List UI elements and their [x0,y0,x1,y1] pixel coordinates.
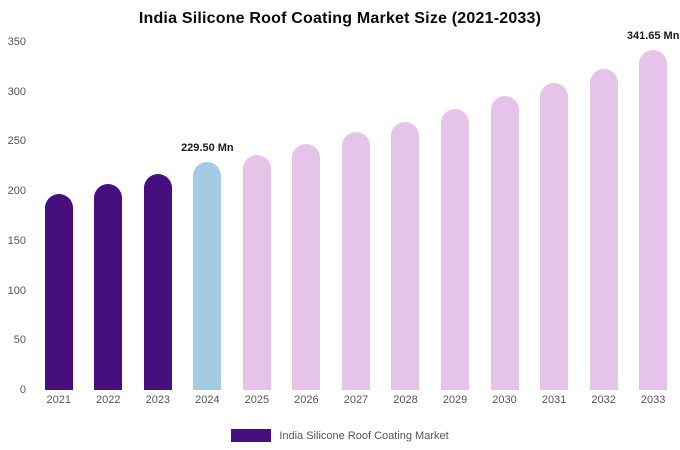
bar-value-label: 341.65 Mn [626,30,680,43]
x-axis-label: 2032 [591,394,616,406]
y-axis: 0 50 100 150 200 250 300 350 [0,36,30,396]
bar-2029 [441,108,470,390]
bar-slot [34,42,84,390]
bar-slot [282,42,332,390]
y-axis-tick-label: 350 [7,36,26,48]
bar-slot [381,42,431,390]
x-axis-label: 2033 [640,394,666,406]
plot-area: 0 50 100 150 200 250 300 350 229.50 Mn 341.65 Mn [0,30,680,396]
bar-slot [529,42,579,390]
y-axis-tick-label: 50 [13,334,26,347]
x-axis-label: 2024 [195,394,220,406]
x-axis-label: 2029 [442,394,468,406]
bar-2030 [490,95,519,390]
x-axis-label: 2021 [46,394,71,406]
bar-2023 [143,174,172,390]
bar-2031 [540,82,569,390]
bar-2032 [589,68,618,390]
legend: India Silicone Roof Coating Market [0,429,680,442]
bar-slot: 229.50 Mn [181,42,234,390]
bar-2033 [639,50,668,390]
x-axis-label: 2023 [145,394,171,406]
bar-value-label: 229.50 Mn [181,141,234,154]
y-axis-tick-label: 0 [19,384,26,396]
bar-2021 [44,194,73,390]
bars-row: 229.50 Mn 341.65 Mn [34,30,679,390]
bar-slot: 341.65 Mn [627,30,679,390]
x-axis-label: 2030 [492,394,517,406]
y-axis-tick-label: 200 [7,185,26,198]
bar-slot [84,42,134,390]
chart-title: India Silicone Roof Coating Market Size … [138,10,542,27]
bar-slot [133,42,183,390]
bar-2025 [242,155,271,390]
x-axis-label: 2028 [393,394,418,406]
y-axis-tick-label: 300 [7,85,26,98]
x-axis-label: 2027 [343,394,369,406]
y-axis-tick-label: 250 [7,135,26,148]
x-axis-label: 2026 [294,394,319,406]
bar-slot [331,42,381,390]
bar-2022 [94,184,123,390]
legend-label: India Silicone Roof Coating Market [279,429,449,442]
bar-2027 [341,132,370,390]
x-axis-label: 2025 [244,394,270,406]
legend-swatch [231,429,272,442]
bar-slot [480,42,530,390]
bar-2028 [391,121,420,390]
bar-2024 [193,161,222,390]
bar-slot [232,42,282,390]
x-axis-label: 2022 [96,394,121,406]
bar-slot [579,42,629,390]
y-axis-tick-label: 150 [7,234,26,247]
bar-slot [430,42,480,390]
y-axis-tick-label: 100 [7,284,26,297]
bar-2026 [292,144,321,390]
x-axis-labels: 2021 2022 2023 2024 2025 2026 2027 2028 2029 2030… [34,394,678,406]
x-axis-label: 2031 [541,394,567,406]
